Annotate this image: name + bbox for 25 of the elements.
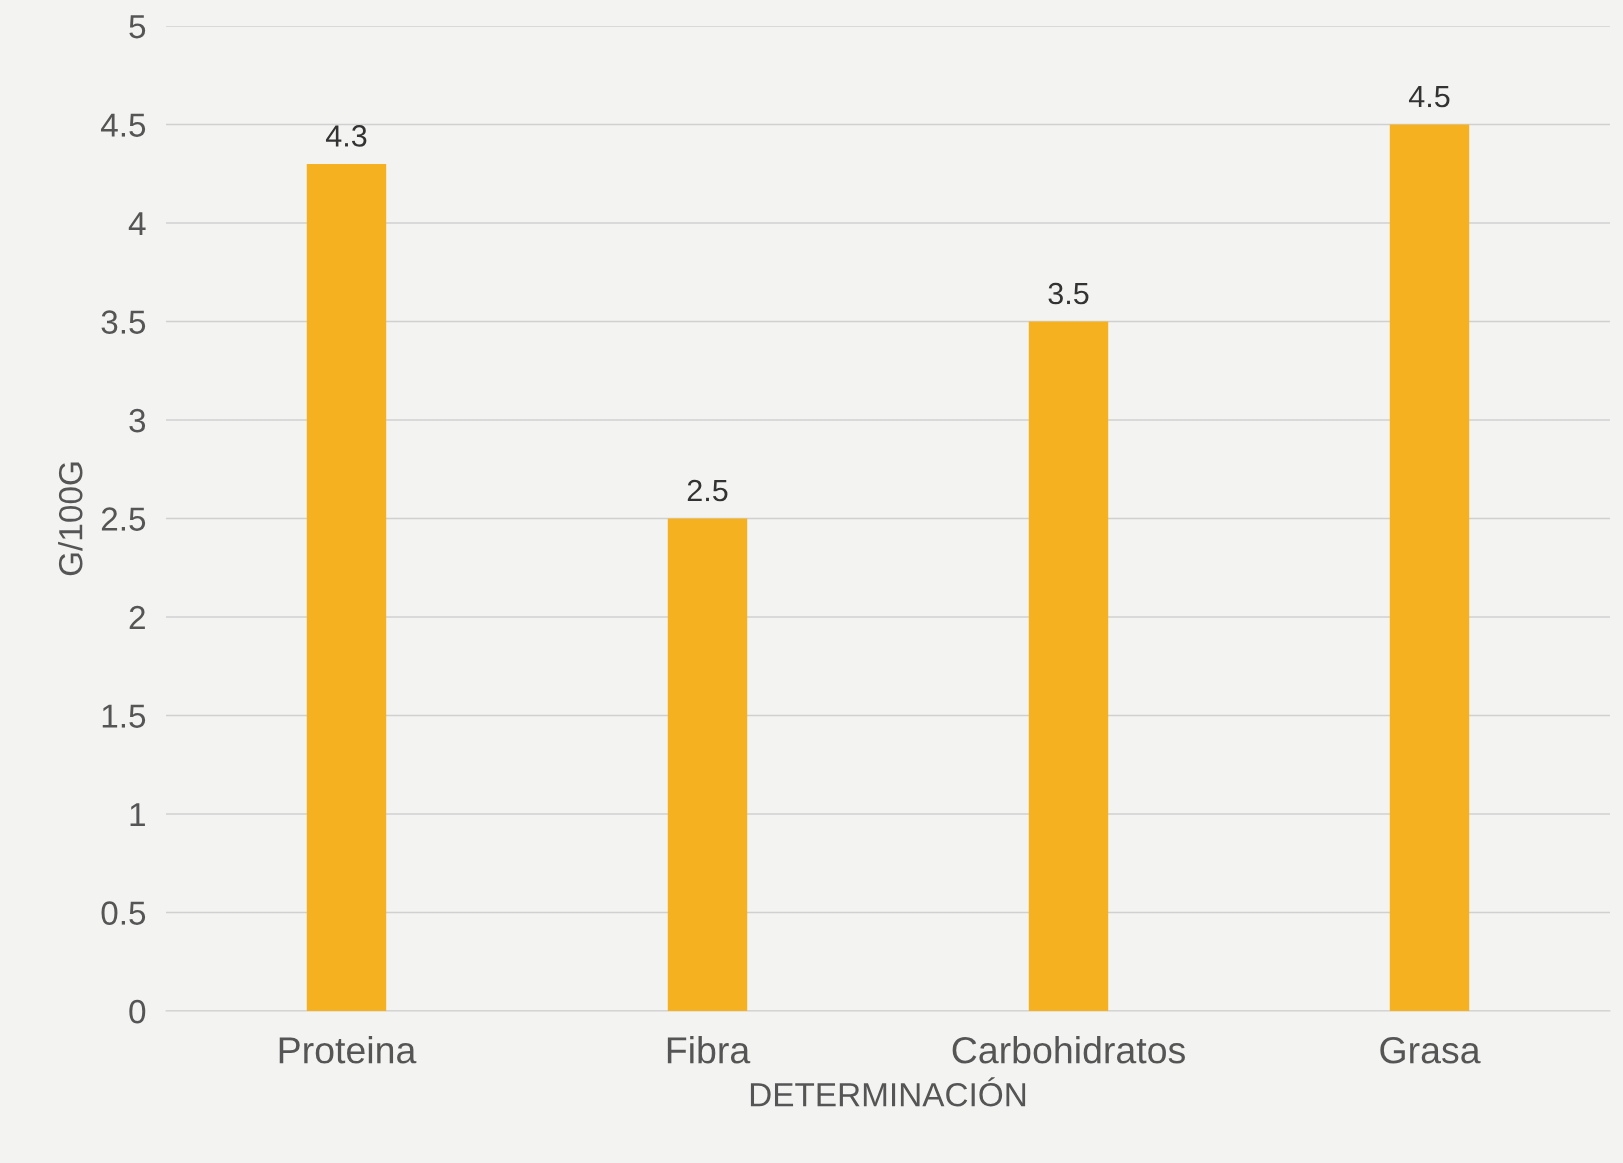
y-tick-label: 3.5 — [101, 310, 146, 334]
y-tick-label: 5 — [129, 15, 146, 39]
y-tick-label: 2.5 — [101, 507, 146, 531]
y-tick-label: 0 — [129, 999, 146, 1024]
x-tick-label: Carbohidratos — [952, 1036, 1185, 1064]
y-tick-label: 2 — [129, 605, 145, 630]
x-tick-label: Fibra — [667, 1036, 751, 1064]
bar — [1389, 124, 1470, 1011]
y-tick-label: 4.5 — [100, 113, 146, 137]
bar — [667, 518, 748, 1011]
bar — [306, 163, 387, 1011]
y-axis-title: G/100G — [58, 462, 83, 576]
bar — [1028, 321, 1109, 1011]
x-axis-title: DETERMINACIÓN — [750, 1077, 1026, 1107]
y-tick-label: 3 — [129, 408, 146, 433]
data-label: 3.5 — [1048, 282, 1089, 305]
x-tick-label: Grasa — [1380, 1036, 1481, 1064]
data-label: 4.5 — [1408, 86, 1450, 108]
data-label: 4.3 — [325, 125, 367, 147]
data-label: 2.5 — [687, 479, 728, 502]
x-tick-label: Proteina — [279, 1036, 417, 1064]
y-tick-label: 1 — [130, 803, 145, 827]
y-tick-label: 1.5 — [102, 704, 146, 728]
y-tick-label: 0.5 — [101, 901, 146, 925]
y-tick-label: 4 — [128, 212, 146, 236]
